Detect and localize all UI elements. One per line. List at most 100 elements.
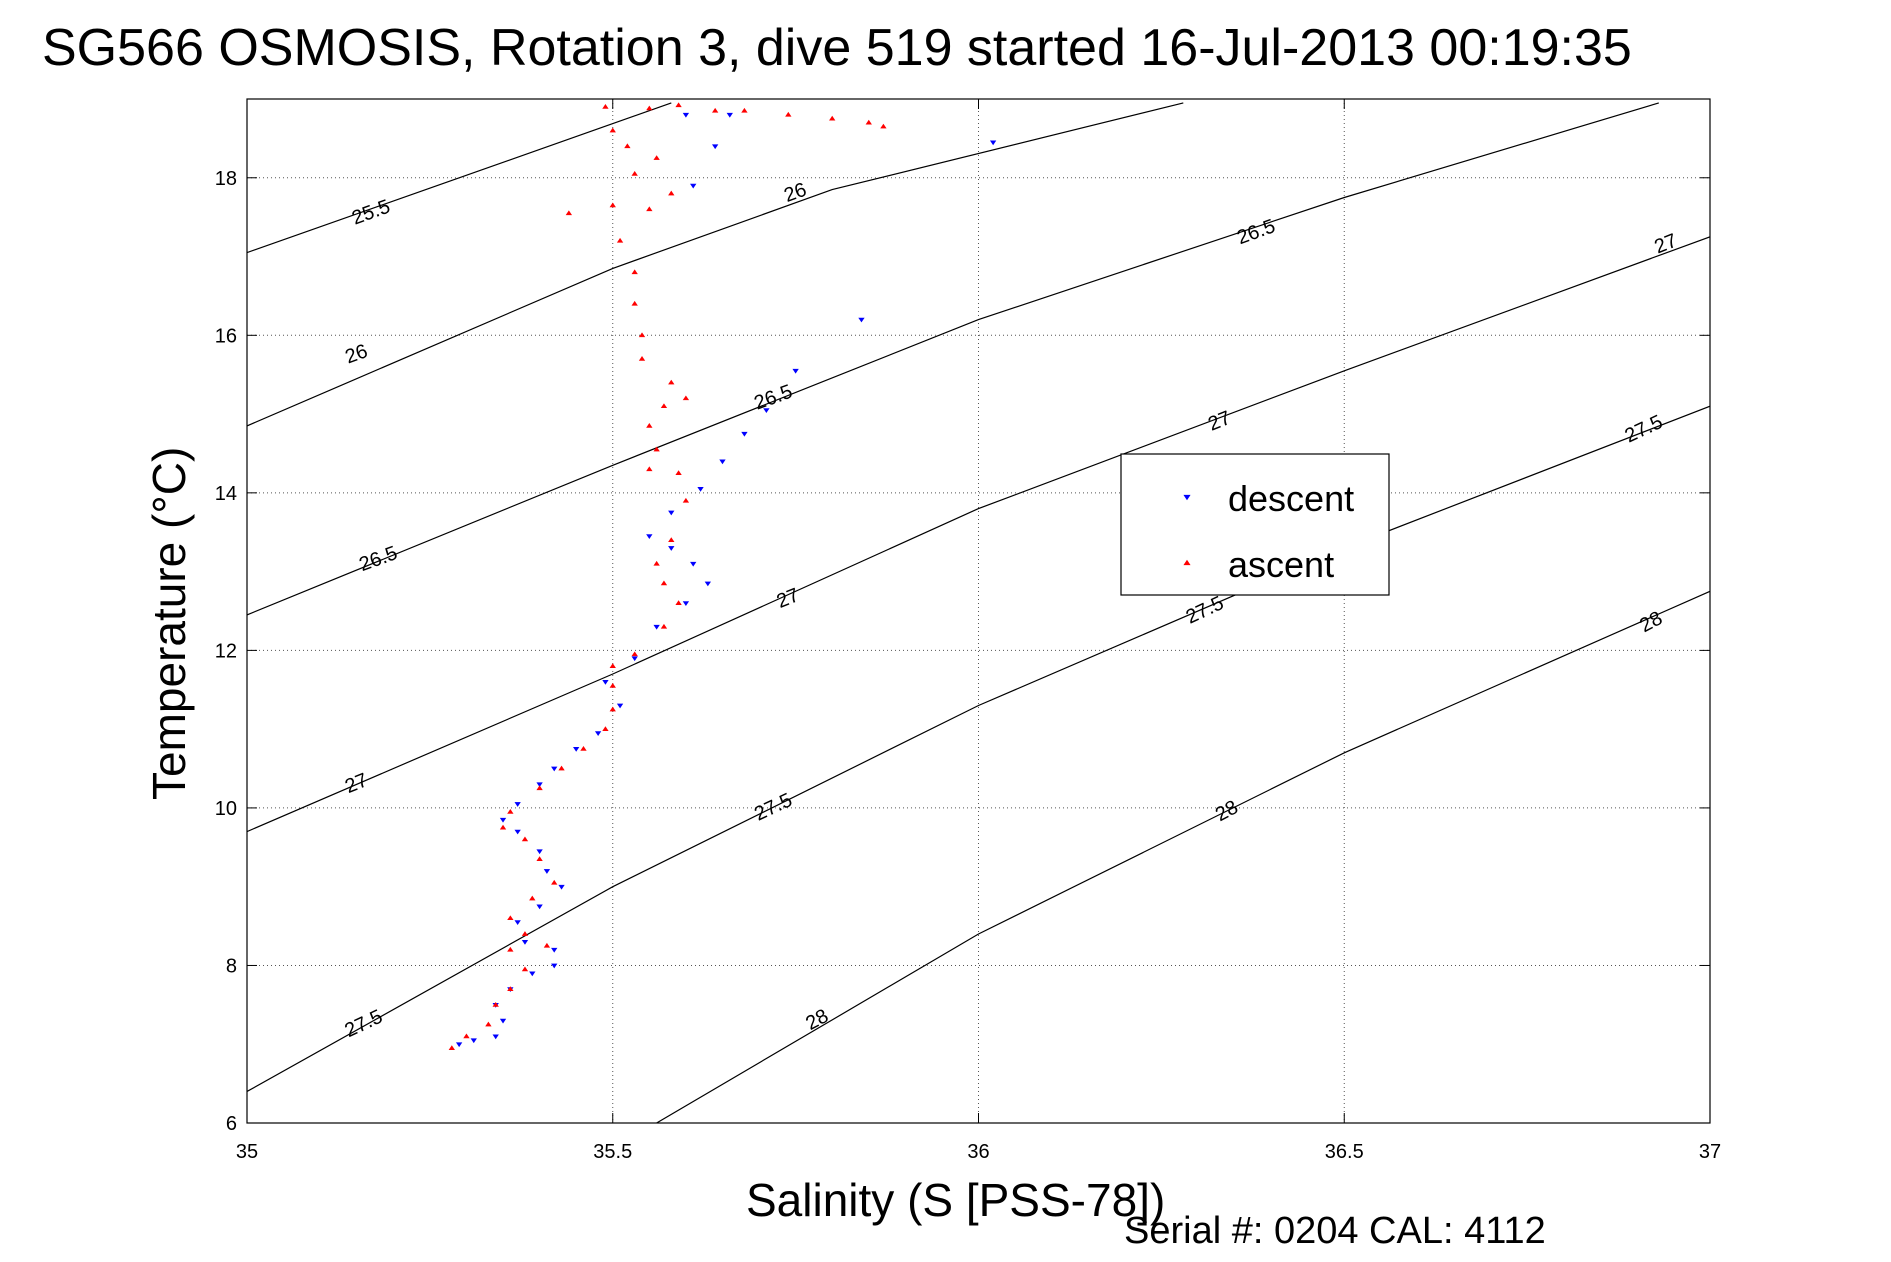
ascent-point [551, 879, 558, 885]
data-series [448, 102, 997, 1051]
legend: descent ascent [1120, 453, 1390, 596]
descent-point [711, 144, 719, 150]
contour-label: 28 [802, 1005, 832, 1035]
grid [247, 99, 1710, 1123]
contour-line-27 [247, 236, 1710, 833]
descent-point [514, 802, 521, 807]
contour-label: 27.5 [751, 789, 796, 825]
ascent-point [609, 127, 616, 133]
x-tick-label: 36.5 [1325, 1141, 1364, 1163]
descent-point [682, 112, 690, 118]
legend-label-ascent: ascent [1228, 544, 1334, 585]
ascent-point [565, 210, 573, 216]
ascent-point [653, 560, 660, 566]
series-descent [455, 112, 997, 1048]
contour-label: 28 [1212, 796, 1242, 826]
ascent-point [631, 300, 638, 306]
contour-label: 27.5 [1183, 592, 1228, 628]
x-tick-label: 35.5 [593, 1141, 632, 1163]
ascent-point [609, 663, 616, 668]
descent-point [631, 656, 638, 662]
descent-point [741, 431, 748, 437]
descent-point [551, 947, 558, 953]
contour-label: 26 [342, 340, 370, 368]
ascent-point [507, 946, 514, 952]
ascent-point [646, 423, 653, 428]
ascent-point [529, 895, 536, 901]
ascent-point [785, 111, 792, 117]
descent-point [573, 746, 580, 752]
x-axis-ticks: 35 35.5 36 36.5 37 [236, 99, 1721, 1163]
ascent-point [631, 170, 638, 176]
ascent-point [682, 395, 690, 401]
ascent-point [653, 446, 660, 452]
descent-point [470, 1038, 477, 1044]
descent-point [646, 534, 653, 540]
ascent-point [536, 785, 543, 791]
descent-point [763, 408, 770, 414]
x-tick-label: 36 [967, 1141, 989, 1163]
descent-point [668, 546, 675, 551]
contour-label: 26.5 [1234, 215, 1278, 249]
descent-point [514, 920, 521, 926]
contour-line-26-5 [247, 102, 1659, 616]
serial-cal-footer: Serial #: 0204 CAL: 4112 [1124, 1210, 1546, 1252]
y-tick-label: 18 [215, 168, 237, 190]
legend-label-descent: descent [1228, 478, 1354, 519]
descent-point [690, 561, 697, 567]
contour-label: 26.5 [356, 542, 400, 576]
ascent-point [485, 1021, 492, 1027]
ascent-point [865, 119, 872, 125]
ascent-point [631, 269, 638, 275]
descent-point [697, 487, 704, 492]
x-axis-label: Salinity (S [PSS-78]) [746, 1174, 1165, 1226]
descent-point [499, 817, 507, 823]
descent-point [989, 140, 997, 146]
ascent-point [711, 107, 719, 113]
ascent-point [448, 1045, 455, 1051]
density-contours [247, 102, 1710, 1123]
descent-point [602, 680, 609, 685]
x-tick-label: 35 [236, 1141, 258, 1163]
ascent-point [492, 1001, 499, 1007]
ascent-point [616, 237, 624, 243]
ascent-point [668, 379, 675, 385]
y-axis-ticks: 6 8 10 12 14 16 18 [215, 168, 1710, 1135]
contour-line-28 [656, 590, 1710, 1123]
ascent-point [668, 190, 675, 196]
descent-point [543, 869, 551, 874]
contour-label: 28 [1636, 607, 1666, 637]
contour-line-25-5 [247, 102, 672, 254]
descent-point [529, 971, 536, 977]
ascent-point [609, 202, 616, 208]
descent-point [594, 731, 602, 736]
contour-label: 26.5 [751, 381, 795, 415]
descent-point [682, 601, 690, 607]
legend-marker-glyph [1183, 494, 1191, 501]
ascent-point [660, 623, 668, 629]
descent-point [492, 1034, 499, 1040]
x-tick-label: 37 [1699, 1141, 1721, 1163]
ascent-point [507, 808, 514, 814]
contour-label: 27 [774, 584, 803, 613]
ascent-point [624, 143, 631, 149]
y-axis-label: Temperature (°C) [143, 447, 195, 800]
descent-point [455, 1042, 463, 1048]
descent-point [653, 624, 660, 630]
legend-box [1120, 453, 1390, 596]
ascent-point [602, 103, 609, 109]
ascent-point [646, 105, 653, 111]
contour-label: 27 [1205, 407, 1234, 436]
descent-point [514, 829, 521, 835]
ascent-point [609, 682, 616, 688]
ascent-point [675, 102, 682, 108]
descent-point [690, 183, 697, 189]
ascent-point [880, 123, 887, 129]
descent-point [536, 849, 543, 855]
contour-label: 26 [781, 179, 809, 207]
contour-label: 27.5 [341, 1006, 386, 1042]
contour-label: 27 [342, 769, 371, 798]
ascent-point [463, 1033, 470, 1039]
y-tick-label: 16 [215, 325, 237, 347]
descent-point [521, 939, 529, 945]
